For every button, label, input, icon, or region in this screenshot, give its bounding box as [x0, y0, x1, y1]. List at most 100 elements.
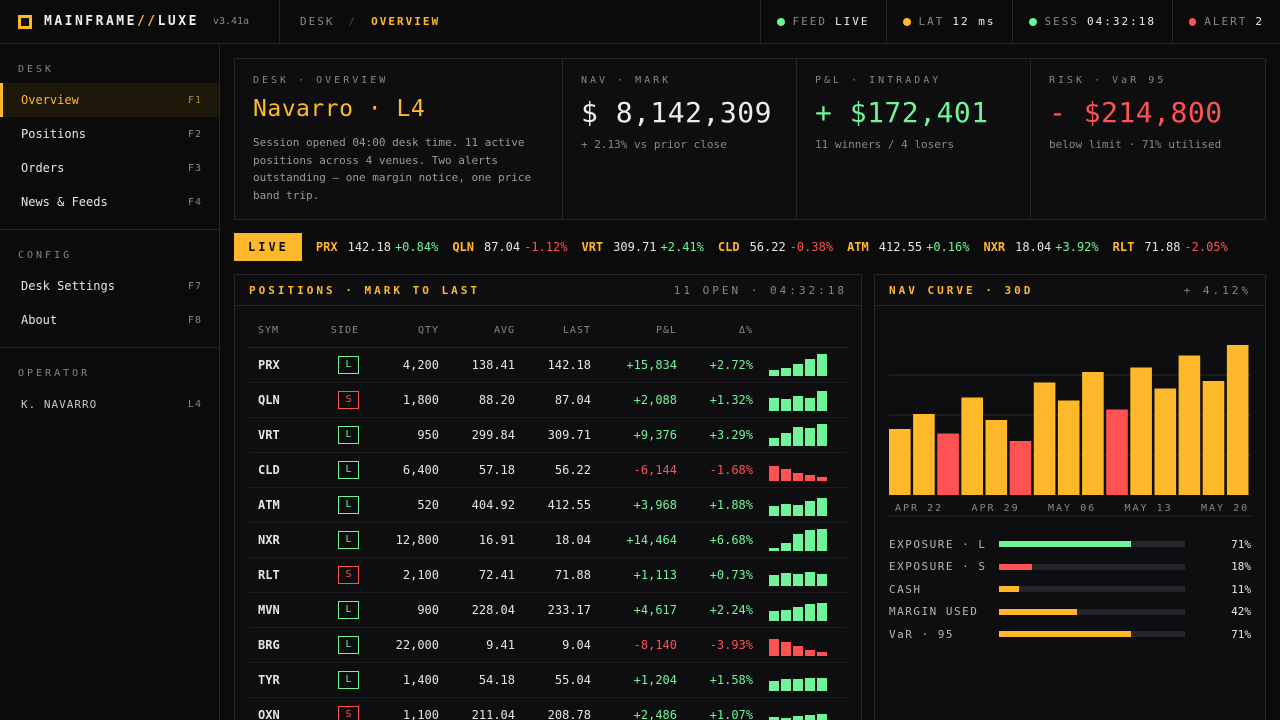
side-badge: L	[338, 495, 359, 514]
ticker-change: +0.16%	[926, 240, 970, 254]
table-row[interactable]: OXN S 1,100 211.04 208.78 +2,486 +1.07%	[249, 697, 847, 720]
table-row[interactable]: BRG L 22,000 9.41 9.04 -8,140 -3.93%	[249, 627, 847, 663]
ticker-item-cld[interactable]: CLD 56.22 -0.38%	[718, 240, 833, 254]
ticker-item-vrt[interactable]: VRT 309.71 +2.41%	[581, 240, 703, 254]
ticker-item-nxr[interactable]: NXR 18.04 +3.92%	[983, 240, 1098, 254]
cell-sparkline	[753, 662, 847, 698]
cell-pnl: +2,088	[591, 382, 677, 418]
operator-item[interactable]: K. NAVARRO L4	[0, 387, 219, 421]
sparkline-bar	[769, 680, 779, 691]
exposure-label: VaR · 95	[889, 627, 954, 641]
sparkline-bar	[769, 465, 779, 481]
table-row[interactable]: RLT S 2,100 72.41 71.88 +1,113 +0.73%	[249, 557, 847, 593]
ticker-item-qln[interactable]: QLN 87.04 -1.12%	[452, 240, 567, 254]
top-bar: MAINFRAME//LUXE v3.41a DESK / OVERVIEW F…	[0, 0, 1280, 44]
sparkline-bar	[817, 713, 827, 720]
status-key: LAT	[918, 15, 945, 28]
sparkline-bar	[781, 717, 791, 720]
status-session[interactable]: SESS 04:32:18	[1011, 0, 1172, 44]
sparkline	[769, 528, 847, 551]
risk-card: RISK · VaR 95 - $214,800 below limit · 7…	[1031, 59, 1265, 219]
sparkline-bar	[793, 426, 803, 446]
exposure-track	[999, 631, 1185, 638]
table-row[interactable]: QLN S 1,800 88.20 87.04 +2,088 +1.32%	[249, 382, 847, 418]
sparkline-bar	[805, 714, 815, 720]
risk-value: - $214,800	[1049, 96, 1223, 129]
exposure-row: EXPOSURE · S 18%	[889, 556, 1251, 579]
cell-last: 142.18	[515, 347, 591, 383]
sidebar-item-orders[interactable]: Orders F3	[0, 151, 219, 185]
table-row[interactable]: PRX L 4,200 138.41 142.18 +15,834 +2.72%	[249, 347, 847, 383]
feed-status-dot-icon	[776, 17, 785, 26]
sidebar-item-news-feeds[interactable]: News & Feeds F4	[0, 185, 219, 219]
cell-symbol: VRT	[249, 417, 309, 453]
cell-pnl: +15,834	[591, 347, 677, 383]
column-header-qty[interactable]: QTY	[371, 314, 439, 348]
exposure-fill	[999, 631, 1132, 638]
breadcrumb-desk[interactable]: DESK	[300, 15, 335, 28]
table-row[interactable]: ATM L 520 404.92 412.55 +3,968 +1.88%	[249, 487, 847, 523]
sidebar-item-positions[interactable]: Positions F2	[0, 117, 219, 151]
sparkline-bar	[817, 476, 827, 481]
table-row[interactable]: MVN L 900 228.04 233.17 +4,617 +2.24%	[249, 592, 847, 628]
exposure-value: 11%	[1231, 582, 1251, 596]
brand[interactable]: MAINFRAME//LUXE v3.41a	[0, 0, 280, 44]
cell-qty: 2,100	[371, 557, 439, 593]
sidebar-item-desk-settings[interactable]: Desk Settings F7	[0, 269, 219, 303]
table-row[interactable]: NXR L 12,800 16.91 18.04 +14,464 +6.68%	[249, 522, 847, 558]
sidebar-heading: CONFIG	[18, 250, 73, 261]
sparkline	[769, 459, 847, 481]
status-latency[interactable]: LAT 12 ms	[885, 0, 1012, 44]
sidebar-item-label: About	[21, 313, 58, 327]
status-alert[interactable]: ALERT 2	[1172, 0, 1280, 44]
side-badge: L	[338, 460, 359, 479]
ticker-item-prx[interactable]: PRX 142.18 +0.84%	[316, 240, 438, 254]
column-header-side[interactable]: SIDE	[309, 314, 371, 348]
ticker-item-atm[interactable]: ATM 412.55 +0.16%	[847, 240, 969, 254]
cell-qty: 12,800	[371, 522, 439, 558]
sidebar-item-overview[interactable]: Overview F1	[0, 83, 219, 117]
exposure-fill	[999, 586, 1020, 593]
sparkline-bar	[781, 641, 791, 656]
cell-symbol: MVN	[249, 592, 309, 628]
status-value: 04:32:18	[1087, 15, 1156, 28]
sparkline-bar	[769, 610, 779, 621]
nav-card: NAV · MARK $ 8,142,309 + 2.13% vs prior …	[563, 59, 797, 219]
sidebar-item-shortcut: F1	[187, 94, 202, 106]
ticker-price: 18.04	[1015, 240, 1052, 254]
cell-pct: +2.72%	[677, 347, 753, 383]
column-header-pnl[interactable]: P&L	[591, 314, 677, 348]
table-row[interactable]: CLD L 6,400 57.18 56.22 -6,144 -1.68%	[249, 452, 847, 488]
sparkline-bar	[769, 638, 779, 656]
cell-sparkline	[753, 522, 847, 558]
status-value: 12 ms	[952, 15, 996, 28]
cell-last: 208.78	[515, 697, 591, 720]
ticker-price: 309.71	[613, 240, 657, 254]
pnl-sub: 11 winners / 4 losers	[815, 138, 955, 151]
ticker-item-rlt[interactable]: RLT 71.88 -2.05%	[1113, 240, 1228, 254]
cell-symbol: TYR	[249, 662, 309, 698]
sidebar-item-about[interactable]: About F8	[0, 303, 219, 337]
exposure-row: EXPOSURE · L 71%	[889, 533, 1251, 556]
cell-last: 71.88	[515, 557, 591, 593]
column-header-pct[interactable]: Δ%	[677, 314, 753, 348]
status-key: ALERT	[1204, 15, 1248, 28]
status-feed[interactable]: FEED LIVE	[759, 0, 886, 44]
cell-symbol: RLT	[249, 557, 309, 593]
cell-avg: 72.41	[439, 557, 515, 593]
card-label: NAV · MARK	[581, 75, 672, 86]
ticker-change: +3.92%	[1055, 240, 1099, 254]
table-row[interactable]: VRT L 950 299.84 309.71 +9,376 +3.29%	[249, 417, 847, 453]
sidebar-item-label: Positions	[21, 127, 87, 141]
ticker-symbol: CLD	[717, 240, 740, 254]
sparkline-bar	[793, 472, 803, 481]
side-badge: S	[338, 565, 359, 584]
column-header-avg[interactable]: AVG	[439, 314, 515, 348]
nav-bar	[1033, 382, 1056, 495]
column-header-sym[interactable]: SYM	[249, 314, 309, 348]
cell-pct: +2.24%	[677, 592, 753, 628]
table-row[interactable]: TYR L 1,400 54.18 55.04 +1,204 +1.58%	[249, 662, 847, 698]
nav-bar	[961, 397, 983, 495]
column-header-last[interactable]: LAST	[515, 314, 591, 348]
sidebar-item-shortcut: F4	[187, 196, 202, 208]
